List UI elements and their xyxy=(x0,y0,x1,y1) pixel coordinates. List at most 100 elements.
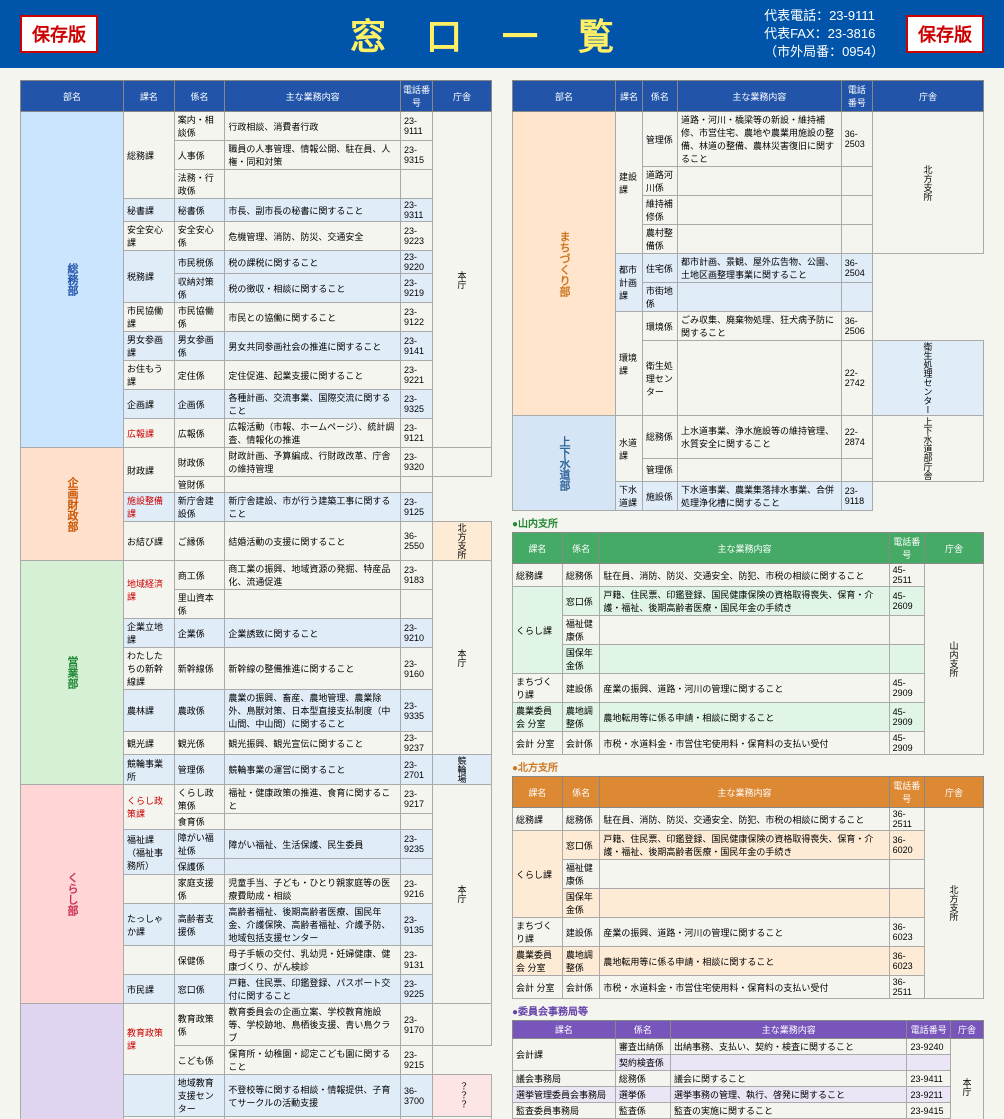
tel-cell xyxy=(400,477,432,493)
kakei-cell: 学校教育係 xyxy=(174,1117,225,1119)
naiyou-cell: 出納事務、支払い、契約・検査に関すること xyxy=(671,1039,907,1055)
kakei-cell: 人事係 xyxy=(174,141,225,170)
kakei-cell: 衛生処理センター xyxy=(642,341,677,416)
table-row: 議会事務局総務係議会に関すること23-9411 xyxy=(513,1071,984,1087)
tel-cell: 23-9415 xyxy=(907,1103,951,1119)
ka-cell xyxy=(124,946,175,975)
tel-cell: 22-2874 xyxy=(841,416,872,459)
tel-cell: 36-3700 xyxy=(400,1075,432,1117)
kakei-cell: 市民協働係 xyxy=(174,303,225,332)
naiyou-cell xyxy=(225,477,401,493)
col-header: 係名 xyxy=(562,533,600,564)
kakei-cell: 観光係 xyxy=(174,732,225,755)
ka-cell: 都市計画課 xyxy=(616,254,643,312)
tel-cell: 36-2506 xyxy=(841,312,872,341)
kakei-cell: 管財係 xyxy=(174,477,225,493)
kakei-cell: 案内・相談係 xyxy=(174,112,225,141)
col-header: 主な業務内容 xyxy=(677,81,841,112)
chou-cell xyxy=(433,448,492,477)
chou-cell: 北方支所 xyxy=(925,808,984,999)
naiyou-cell: 駐在員、消防、防災、交通安全、防犯、市税の相談に関すること xyxy=(600,808,889,831)
tel-cell xyxy=(889,860,924,889)
naiyou-cell: 戸籍、住民票、印鑑登録、パスポート交付に関すること xyxy=(225,975,401,1004)
kakei-cell: 地域教育支援センター xyxy=(174,1075,225,1117)
col-header: 主な業務内容 xyxy=(600,533,889,564)
tel-cell: 22-2742 xyxy=(841,341,872,416)
naiyou-cell xyxy=(225,859,401,875)
col-header: 主な業務内容 xyxy=(225,81,401,112)
naiyou-cell: 農地転用等に係る申請・相談に関すること xyxy=(600,947,889,976)
tel-cell: 36-2511 xyxy=(889,976,924,999)
col-header: 課名 xyxy=(513,1021,616,1039)
tel-cell xyxy=(841,283,872,312)
ka-cell: 秘書課 xyxy=(124,199,175,222)
ka-cell: まちづくり課 xyxy=(513,918,563,947)
kakei-cell: 選挙係 xyxy=(615,1087,670,1103)
kakei-cell: 家庭支援係 xyxy=(174,875,225,904)
tel-cell: 23-9121 xyxy=(400,419,432,448)
tel-cell xyxy=(889,645,924,674)
kakei-cell: 新庁舎建設係 xyxy=(174,493,225,522)
kakei-cell: 国保年金係 xyxy=(562,889,600,918)
table-row: くらし課窓口係戸籍、住民票、印鑑登録、国民健康保険の資格取得喪失、保育・介護・福… xyxy=(513,831,984,860)
col-header: 庁舎 xyxy=(951,1021,984,1039)
naiyou-cell: 結婚活動の支援に関すること xyxy=(225,522,401,561)
tel-cell: 36-2503 xyxy=(841,112,872,167)
right-column: 部名課名係名主な業務内容電話番号庁舎まちづくり部建設課管理係道路・河川・橋梁等の… xyxy=(512,80,984,1119)
tel-cell: 23-9210 xyxy=(400,619,432,648)
chou-cell: 衛生処理センター xyxy=(873,341,984,416)
ka-cell: 総務課 xyxy=(124,112,175,199)
tel-cell: 36-2504 xyxy=(841,254,872,283)
chou-cell: ？？？ xyxy=(433,1075,492,1117)
naiyou-cell: 母子手帳の交付、乳幼児・妊婦健康、健康づくり、がん検診 xyxy=(225,946,401,975)
naiyou-cell: 駐在員、消防、防災、交通安全、防犯、市税の相談に関すること xyxy=(600,564,889,587)
tel-cell: 23-2701 xyxy=(400,755,432,785)
tel-cell: 23-8010 xyxy=(400,1117,432,1119)
tel-cell: 23-9141 xyxy=(400,332,432,361)
naiyou-cell: 障がい福祉、生活保護、民生委員 xyxy=(225,830,401,859)
tel-cell: 23-9211 xyxy=(907,1087,951,1103)
col-header: 係名 xyxy=(642,81,677,112)
naiyou-cell: 職員の人事管理、情報公開、駐在員、人権・同和対策 xyxy=(225,141,401,170)
kakei-cell: 道路河川係 xyxy=(642,167,677,196)
kakei-cell: 農地調整係 xyxy=(562,947,600,976)
kakei-cell: 安全安心係 xyxy=(174,222,225,251)
branch-table: 課名係名主な業務内容電話番号庁舎総務課総務係駐在員、消防、防災、交通安全、防犯、… xyxy=(512,532,984,755)
table-row: こども教育部教育政策課教育政策係教育委員会の企画立案、学校教育施設等、学校跡地、… xyxy=(21,1004,492,1046)
dept-cell: 総務部 xyxy=(21,112,124,448)
hozonban-left: 保存版 xyxy=(20,15,98,53)
dept-cell: 上下水道部 xyxy=(513,416,616,511)
kakei-cell: 会計係 xyxy=(562,976,600,999)
dept-cell: 企画財政部 xyxy=(21,448,124,561)
ka-cell: 会計 分室 xyxy=(513,732,563,755)
kakei-cell: くらし政策係 xyxy=(174,785,225,814)
tel-cell: 23-9125 xyxy=(400,493,432,522)
naiyou-cell: 産業の振興、道路・河川の管理に関すること xyxy=(600,918,889,947)
left-table: 部名課名係名主な業務内容電話番号庁舎総務部総務課案内・相談係行政相談、消費者行政… xyxy=(20,80,492,1119)
ka-cell: くらし課 xyxy=(513,587,563,674)
kakei-cell: 住宅係 xyxy=(642,254,677,283)
col-header: 電話番号 xyxy=(841,81,872,112)
kakei-cell: 管理係 xyxy=(642,458,677,481)
table-row: 会計 分室会計係市税・水道料金・市営住宅使用料・保育料の支払い受付45-2909 xyxy=(513,732,984,755)
naiyou-cell: 商工業の振興、地域資源の発掘、特産品化、流通促進 xyxy=(225,561,401,590)
tel-cell: 23-9220 xyxy=(400,251,432,274)
tel-cell: 23-9325 xyxy=(400,390,432,419)
naiyou-cell: 税の課税に関すること xyxy=(225,251,401,274)
tel-cell: 23-9237 xyxy=(400,732,432,755)
tel-cell: 36-2511 xyxy=(889,808,924,831)
kakei-cell: 建設係 xyxy=(562,918,600,947)
tel-cell: 36-6023 xyxy=(889,947,924,976)
col-header: 庁舎 xyxy=(433,81,492,112)
tel-cell: 23-9122 xyxy=(400,303,432,332)
chou-cell: 本庁 xyxy=(433,561,492,755)
kakei-cell: 農政係 xyxy=(174,690,225,732)
kakei-cell: 農村整備係 xyxy=(642,225,677,254)
table-row: 福祉健康係 xyxy=(513,860,984,889)
kakei-cell: 窓口係 xyxy=(562,587,600,616)
naiyou-cell: 新庁舎建設、市が行う建築工事に関すること xyxy=(225,493,401,522)
naiyou-cell: 危機管理、消防、防災、交通安全 xyxy=(225,222,401,251)
naiyou-cell: 農地転用等に係る申請・相談に関すること xyxy=(600,703,889,732)
col-header: 主な業務内容 xyxy=(671,1021,907,1039)
tel-cell xyxy=(400,590,432,619)
